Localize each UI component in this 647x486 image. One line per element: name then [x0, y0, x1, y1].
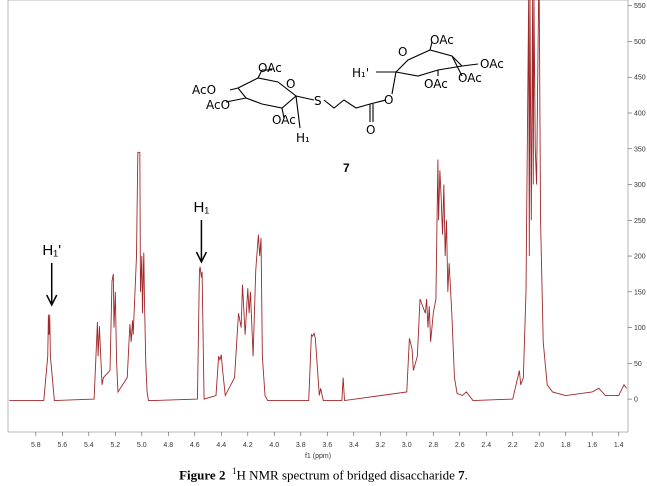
x-tick-label: 4.0: [269, 442, 279, 449]
x-tick-label: 2.8: [428, 442, 438, 449]
y-tick-label: 450: [634, 75, 646, 82]
structure-label: O: [398, 45, 407, 59]
compound-number: 7: [343, 161, 350, 175]
structure-label: H₁: [296, 131, 310, 145]
x-tick-label: 5.0: [137, 442, 147, 449]
structure-label: OAc: [424, 77, 448, 91]
structure-label: AcO: [192, 83, 216, 97]
y-tick-label: 500: [634, 39, 646, 46]
caption-label: Figure 2: [179, 467, 226, 483]
x-tick-label: 2.2: [508, 442, 518, 449]
x-tick-label: 3.2: [375, 442, 385, 449]
x-tick-label: 4.4: [216, 442, 226, 449]
x-tick-label: 4.6: [190, 442, 200, 449]
plot-frame: [7, 0, 629, 433]
x-tick-label: 5.6: [57, 442, 67, 449]
y-tick-label: 0: [634, 397, 638, 404]
structure-label: H₁': [352, 66, 369, 80]
caption: Figure 2 1H NMR spectrum of bridged disa…: [0, 466, 647, 483]
y-tick-label: 100: [634, 325, 646, 332]
y-tick-label: 350: [634, 146, 646, 153]
structure-label: O: [384, 93, 393, 107]
x-tick-label: 2.4: [481, 442, 491, 449]
x-tick-label: 1.4: [614, 442, 624, 449]
y-tick-label: 550: [634, 3, 646, 10]
structure-label: OAc: [480, 57, 504, 71]
structure-label: O: [366, 123, 375, 137]
peak-annotation: H₁': [42, 242, 61, 259]
chart: OAc AcO AcO OAc O H₁ S O O H₁' O OAc OAc…: [7, 0, 646, 460]
structure-label: S: [314, 94, 322, 108]
spectrum-line: [9, 0, 628, 402]
x-tick-label: 3.8: [296, 442, 306, 449]
structure-bonds: [225, 41, 479, 129]
caption-end: .: [464, 467, 468, 483]
structure-label: OAc: [458, 71, 482, 85]
x-tick-label: 5.4: [84, 442, 94, 449]
peak-annotation: H₁: [193, 199, 209, 216]
y-tick-label: 250: [634, 218, 646, 225]
x-axis-label: f1 (ppm): [305, 453, 331, 460]
x-tick-label: 1.8: [561, 442, 571, 449]
x-tick-label: 5.2: [110, 442, 120, 449]
x-tick-label: 3.4: [349, 442, 359, 449]
x-tick-label: 2.0: [534, 442, 544, 449]
structure-label: OAc: [272, 113, 296, 127]
caption-compound: 7: [458, 467, 465, 483]
x-tick-label: 2.6: [455, 442, 465, 449]
x-tick-label: 3.0: [402, 442, 412, 449]
y-tick-label: 50: [634, 361, 642, 368]
structure-label: O: [286, 77, 295, 91]
y-tick-label: 150: [634, 289, 646, 296]
caption-text: H NMR spectrum of bridged disaccharide: [236, 467, 459, 483]
x-tick-label: 1.6: [587, 442, 597, 449]
structure-label: OAc: [430, 33, 454, 47]
y-tick-label: 300: [634, 182, 646, 189]
y-tick-label: 400: [634, 111, 646, 118]
x-tick-label: 4.2: [243, 442, 253, 449]
x-tick-label: 4.8: [163, 442, 173, 449]
caption-superscript: 1: [231, 466, 237, 476]
structure-label: AcO: [206, 98, 230, 112]
structure-label: OAc: [258, 61, 282, 75]
annotation-arrowhead: [195, 251, 208, 264]
annotation-arrowhead: [46, 294, 58, 307]
x-tick-label: 5.8: [31, 442, 41, 449]
x-tick-label: 3.6: [322, 442, 332, 449]
y-tick-label: 200: [634, 254, 646, 261]
